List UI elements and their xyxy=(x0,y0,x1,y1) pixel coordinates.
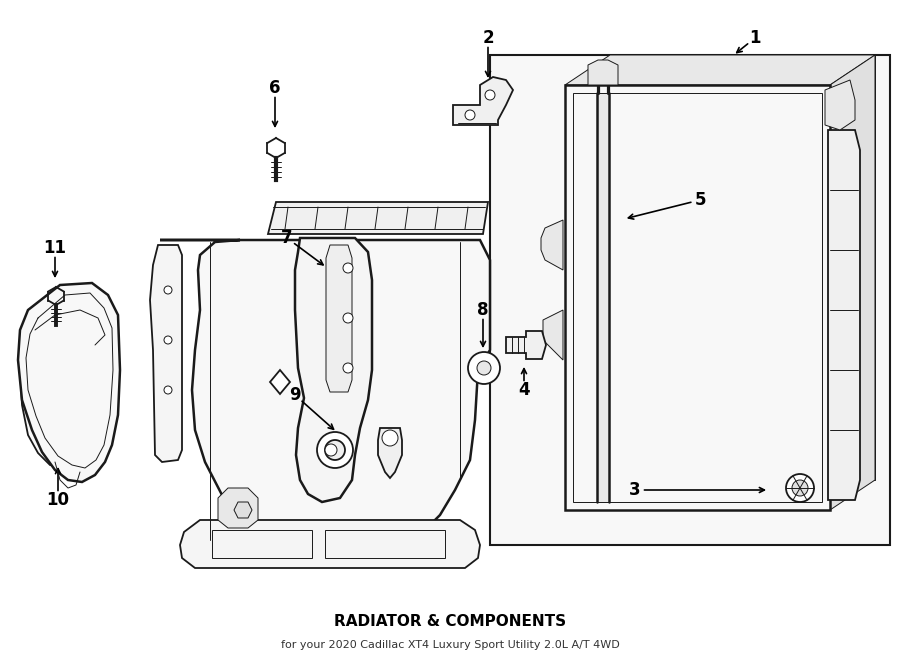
Polygon shape xyxy=(326,245,352,392)
Circle shape xyxy=(792,480,808,496)
Polygon shape xyxy=(830,410,848,430)
Circle shape xyxy=(325,444,337,456)
Text: 2: 2 xyxy=(482,29,494,47)
Circle shape xyxy=(335,325,345,335)
Text: 6: 6 xyxy=(269,79,281,97)
Polygon shape xyxy=(830,455,848,475)
Polygon shape xyxy=(828,130,860,500)
Circle shape xyxy=(164,386,172,394)
Polygon shape xyxy=(378,428,402,478)
Polygon shape xyxy=(830,360,848,380)
Polygon shape xyxy=(588,60,618,85)
Polygon shape xyxy=(830,55,875,510)
Text: 4: 4 xyxy=(518,381,530,399)
Polygon shape xyxy=(565,55,875,85)
Polygon shape xyxy=(541,220,563,270)
Bar xyxy=(212,530,312,558)
Circle shape xyxy=(786,474,814,502)
Text: 1: 1 xyxy=(749,29,760,47)
Polygon shape xyxy=(268,202,488,234)
Circle shape xyxy=(468,352,500,384)
Circle shape xyxy=(485,90,495,100)
Circle shape xyxy=(317,432,353,468)
Polygon shape xyxy=(506,331,546,359)
Circle shape xyxy=(335,375,345,385)
Polygon shape xyxy=(830,300,848,320)
Circle shape xyxy=(343,363,353,373)
Polygon shape xyxy=(270,370,290,394)
Text: 7: 7 xyxy=(281,229,292,247)
Polygon shape xyxy=(150,245,182,462)
Circle shape xyxy=(164,286,172,294)
Bar xyxy=(573,93,822,502)
Polygon shape xyxy=(543,310,563,360)
Text: 3: 3 xyxy=(629,481,641,499)
Circle shape xyxy=(465,110,475,120)
Polygon shape xyxy=(830,135,848,155)
Polygon shape xyxy=(180,520,480,568)
Text: 11: 11 xyxy=(43,239,67,257)
Polygon shape xyxy=(295,238,372,502)
Polygon shape xyxy=(825,80,855,130)
Polygon shape xyxy=(160,240,490,562)
Bar xyxy=(597,93,609,502)
Circle shape xyxy=(335,275,345,285)
Text: 5: 5 xyxy=(694,191,706,209)
Text: 9: 9 xyxy=(289,386,301,404)
Polygon shape xyxy=(830,190,848,210)
Bar xyxy=(565,85,830,510)
Bar xyxy=(490,55,890,545)
Text: RADIATOR & COMPONENTS: RADIATOR & COMPONENTS xyxy=(334,614,566,630)
Circle shape xyxy=(325,440,345,460)
Text: for your 2020 Cadillac XT4 Luxury Sport Utility 2.0L A/T 4WD: for your 2020 Cadillac XT4 Luxury Sport … xyxy=(281,640,619,650)
Polygon shape xyxy=(453,77,513,125)
Bar xyxy=(325,530,445,558)
Polygon shape xyxy=(610,55,875,480)
Circle shape xyxy=(382,430,398,446)
Polygon shape xyxy=(18,283,120,482)
Polygon shape xyxy=(234,502,252,518)
Text: 10: 10 xyxy=(47,491,69,509)
Circle shape xyxy=(477,361,491,375)
Circle shape xyxy=(343,263,353,273)
Polygon shape xyxy=(218,488,258,528)
Circle shape xyxy=(343,313,353,323)
Circle shape xyxy=(164,336,172,344)
Polygon shape xyxy=(20,310,108,468)
Polygon shape xyxy=(302,242,368,460)
Text: 8: 8 xyxy=(477,301,489,319)
